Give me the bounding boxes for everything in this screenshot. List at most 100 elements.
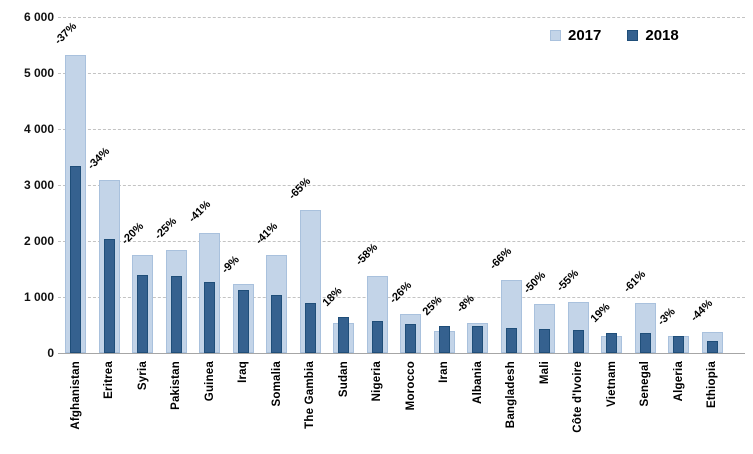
x-axis-category-label: Somalia [267, 361, 287, 453]
x-axis-category-text: Nigeria [371, 361, 384, 402]
gridline [58, 185, 745, 186]
percent-change-label: 19% [588, 300, 613, 325]
x-axis-line [58, 353, 745, 354]
bar-2018-vietnam [606, 332, 618, 353]
x-axis-category-label: Côte d'Ivoire [568, 361, 588, 453]
x-axis-category-text: Iraq [237, 361, 250, 383]
bar-2018-senegal [639, 333, 651, 353]
percent-change-label: -3% [655, 305, 678, 328]
x-axis-category-label: Iraq [233, 361, 253, 453]
bar-2018-c-te-d-ivoire [572, 329, 584, 353]
bar-2018-mali [539, 328, 551, 353]
percent-change-label: -9% [219, 253, 243, 277]
x-axis-category-label: The Gambia [300, 361, 320, 453]
y-axis-tick-label: 1 000 [23, 290, 54, 304]
x-axis-category-text: Bangladesh [505, 361, 518, 429]
legend-item-2017: 2017 [550, 27, 601, 44]
x-axis-category-label: Afghanistan [66, 361, 86, 453]
legend-label-2017: 2017 [568, 27, 602, 44]
gridline [58, 297, 745, 298]
percent-change-label: -26% [387, 279, 414, 307]
x-axis-category-label: Eritrea [99, 361, 119, 453]
x-axis-category-text: Guinea [203, 361, 216, 402]
x-axis-category-label: Morocco [401, 361, 421, 453]
x-axis-category-text: Iran [438, 361, 451, 383]
x-axis-category-text: Afghanistan [69, 361, 82, 430]
percent-change-label: -66% [487, 244, 515, 272]
chart-legend: 2017 2018 [550, 27, 679, 44]
legend-item-2018: 2018 [627, 27, 679, 44]
x-axis-category-label: Senegal [635, 361, 655, 453]
gridline [58, 129, 745, 130]
x-axis-category-text: Sudan [337, 361, 350, 398]
y-axis-tick-label: 2 000 [23, 234, 54, 248]
gridline [58, 17, 745, 18]
bar-2018-nigeria [371, 320, 383, 353]
x-axis-category-label: Algeria [669, 361, 689, 453]
x-axis-category-text: Eritrea [103, 361, 116, 399]
bar-2018-pakistan [170, 275, 182, 353]
x-axis-category-text: Senegal [639, 361, 652, 407]
x-axis-category-label: Syria [133, 361, 153, 453]
percent-change-label: -61% [621, 267, 649, 295]
percent-change-label: -58% [353, 241, 381, 269]
x-axis-category-text: Pakistan [170, 361, 183, 410]
x-axis-category-text: Morocco [404, 361, 417, 411]
x-axis-category-label: Guinea [200, 361, 220, 453]
percent-change-label: 18% [320, 285, 345, 310]
bar-2018-iran [438, 325, 450, 353]
y-axis-tick-label: 0 [47, 346, 54, 360]
x-axis-category-text: The Gambia [304, 361, 317, 429]
x-axis-category-text: Algeria [672, 361, 685, 402]
x-axis-category-label: Sudan [334, 361, 354, 453]
bar-2018-the-gambia [304, 302, 316, 353]
x-axis-category-text: Vietnam [605, 361, 618, 407]
y-axis-tick-label: 3 000 [23, 178, 54, 192]
bar-2018-bangladesh [505, 327, 517, 353]
x-axis-category-text: Côte d'Ivoire [572, 361, 585, 433]
bar-2018-eritrea [103, 238, 115, 353]
x-axis-category-text: Syria [136, 361, 149, 391]
legend-label-2018: 2018 [645, 27, 679, 44]
x-axis-category-label: Ethiopia [702, 361, 722, 453]
percent-change-label: -44% [688, 297, 716, 324]
percent-change-label: -41% [253, 220, 280, 247]
bar-2018-ethiopia [706, 341, 718, 353]
gridline [58, 241, 745, 242]
y-axis-tick-label: 5 000 [23, 66, 54, 80]
percent-change-label: -65% [286, 174, 314, 202]
x-axis-category-label: Bangladesh [501, 361, 521, 453]
percent-change-label: -41% [186, 197, 213, 225]
bar-2018-sudan [338, 317, 350, 353]
bar-2018-albania [472, 325, 484, 353]
bar-2018-afghanistan [70, 166, 82, 353]
bar-2018-syria [137, 274, 149, 353]
bar-2018-iraq [237, 289, 249, 353]
x-axis-category-label: Pakistan [166, 361, 186, 453]
percent-change-label: -50% [521, 269, 548, 297]
x-axis-category-text: Ethiopia [706, 361, 719, 408]
x-axis-category-label: Iran [434, 361, 454, 453]
bar-2018-algeria [673, 336, 685, 353]
legend-swatch-2018 [627, 30, 639, 41]
legend-swatch-2017 [550, 30, 561, 41]
x-axis-category-label: Vietnam [602, 361, 622, 453]
x-axis-category-label: Nigeria [367, 361, 387, 453]
percent-change-label: -25% [152, 215, 180, 242]
x-axis-category-label: Albania [468, 361, 488, 453]
x-axis-category-text: Somalia [270, 361, 283, 407]
x-axis-category-text: Mali [538, 361, 551, 385]
bar-2018-morocco [405, 324, 417, 353]
percent-change-label: -20% [119, 220, 146, 247]
percent-change-label: -55% [554, 266, 582, 294]
bar-2018-somalia [271, 295, 283, 353]
y-axis-tick-label: 4 000 [23, 122, 54, 136]
percent-change-label: -37% [52, 20, 79, 48]
gridline [58, 73, 745, 74]
x-axis-category-label: Mali [535, 361, 555, 453]
bar-2018-guinea [204, 281, 216, 353]
percent-change-label: -34% [85, 145, 113, 172]
y-axis-tick-label: 6 000 [23, 10, 54, 24]
x-axis-category-text: Albania [471, 361, 484, 404]
